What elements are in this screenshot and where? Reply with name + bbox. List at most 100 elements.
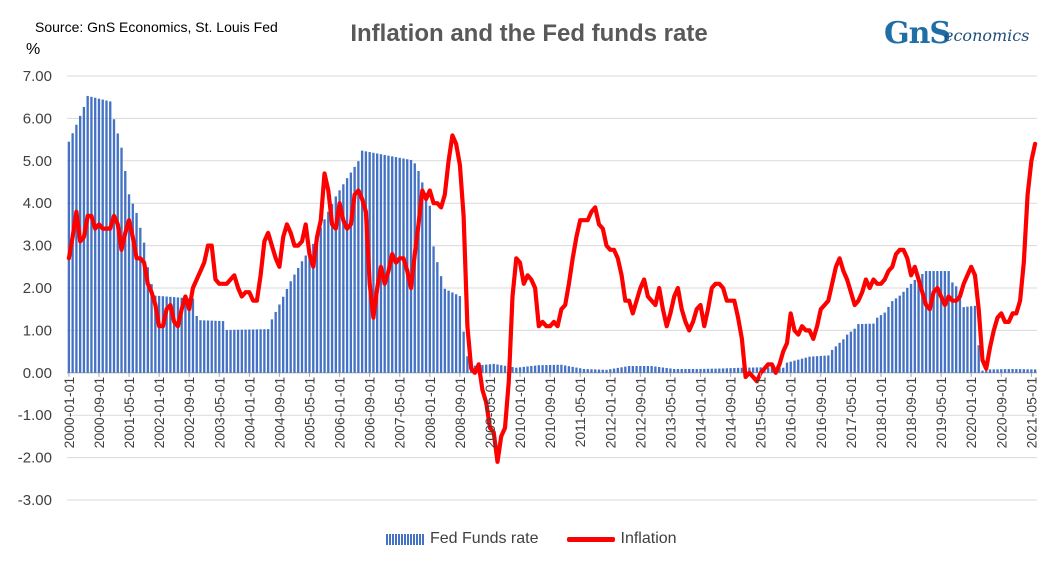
fed-funds-bar (379, 154, 383, 373)
fed-funds-bar (454, 294, 458, 373)
fed-funds-bar (319, 227, 322, 373)
fed-funds-bar (458, 296, 462, 373)
fed-funds-bar (718, 368, 721, 373)
fed-funds-bar (270, 319, 274, 373)
fed-funds-bar (575, 367, 578, 373)
y-tick-label: -3.00 (18, 492, 52, 509)
logo-mark: GnS (884, 16, 951, 51)
fed-funds-bar (364, 151, 368, 373)
fed-funds-bar (285, 288, 289, 373)
fed-funds-bar (394, 157, 398, 373)
y-tick-label: 2.00 (23, 280, 52, 297)
fed-funds-bar (293, 274, 296, 373)
fed-funds-bar (721, 368, 725, 373)
fed-funds-bar (624, 366, 627, 373)
x-tick-label: 2001-05-01 (121, 377, 137, 449)
fed-funds-bar (248, 329, 251, 373)
fed-funds-bar (323, 219, 326, 373)
fed-funds-bar (947, 271, 950, 373)
x-tick-label: 2015-05-01 (753, 377, 769, 449)
fed-funds-bar (706, 368, 710, 373)
fed-funds-bar (97, 98, 101, 373)
x-tick-label: 2010-01-01 (512, 377, 528, 449)
fed-funds-bar (466, 356, 469, 373)
x-tick-label: 2019-05-01 (933, 377, 949, 449)
fed-funds-bar (180, 297, 183, 373)
fed-funds-bar (605, 369, 608, 373)
fed-funds-bar (353, 166, 356, 373)
fed-funds-bar (255, 329, 259, 373)
fed-funds-bar (868, 323, 871, 373)
fed-funds-bar (1015, 369, 1018, 373)
fed-funds-bar (966, 306, 969, 373)
x-tick-label: 2002-09-01 (181, 377, 197, 449)
fed-funds-bar (274, 311, 277, 373)
fed-funds-bar (282, 296, 285, 373)
fed-funds-bar (902, 291, 905, 373)
fed-funds-bar (75, 124, 78, 373)
fed-funds-bar (548, 364, 552, 373)
fed-funds-bar (767, 367, 770, 373)
fed-funds-bar (409, 159, 413, 373)
fed-funds-bar (214, 320, 217, 373)
fed-funds-bar (101, 99, 104, 373)
fed-funds-bar (932, 271, 935, 373)
fed-funds-bar (1003, 369, 1007, 373)
fed-funds-bar (665, 367, 668, 373)
fed-funds-bar (646, 366, 650, 373)
x-tick-label: 2021-05-01 (1023, 377, 1039, 449)
fed-funds-bar (861, 323, 864, 373)
x-tick-label: 2009-05-01 (482, 377, 498, 449)
fed-funds-bar (1011, 368, 1014, 373)
fed-funds-bar (913, 279, 916, 373)
x-tick-label: 2005-05-01 (302, 377, 318, 449)
fed-funds-bar (996, 369, 999, 373)
fed-funds-bar (191, 298, 195, 373)
fed-funds-bar (579, 368, 582, 373)
fed-funds-bar (804, 357, 807, 373)
y-tick-label: 6.00 (23, 110, 52, 127)
x-tick-label: 2000-09-01 (91, 377, 107, 449)
grid-lines (67, 75, 1037, 501)
fed-funds-bar (146, 267, 149, 373)
fed-funds-bar (109, 101, 112, 373)
legend-item-fed-funds: Fed Funds rate (386, 530, 539, 548)
fed-funds-bar (537, 365, 541, 373)
fed-funds-bar (887, 306, 890, 373)
fed-funds-bar (936, 271, 939, 373)
fed-funds-bar (90, 96, 93, 373)
fed-funds-bar (725, 368, 728, 373)
fed-funds-bar (736, 367, 740, 373)
fed-funds-bar (184, 298, 187, 373)
fed-funds-bar (334, 196, 337, 373)
fed-funds-bar (251, 329, 255, 373)
fed-funds-bar (838, 342, 841, 373)
x-tick-label: 2006-01-01 (332, 377, 348, 449)
fed-funds-bar (112, 119, 116, 373)
inflation-line (66, 133, 1038, 464)
fed-funds-bar (597, 369, 601, 373)
y-tick-label: 1.00 (23, 322, 52, 339)
fed-funds-bar (642, 366, 646, 373)
fed-funds-bar (443, 288, 447, 373)
fed-funds-bar (740, 367, 744, 373)
fed-funds-bar (488, 364, 492, 373)
fed-funds-bar (669, 368, 672, 373)
fed-funds-bar (808, 356, 811, 373)
fed-funds-bar (789, 361, 792, 373)
fed-funds-bar (560, 364, 563, 373)
fed-funds-bar (748, 367, 751, 373)
fed-funds-bar (973, 305, 977, 373)
fed-funds-bar (221, 321, 225, 373)
fed-funds-bar (266, 329, 270, 373)
source-note: Source: GnS Economics, St. Louis Fed (35, 19, 278, 35)
fed-funds-bar (661, 367, 665, 373)
fed-funds-bar (199, 320, 202, 373)
x-tick-label: 2014-01-01 (693, 377, 709, 449)
fed-funds-bar (278, 304, 281, 373)
fed-funds-bar (240, 329, 243, 373)
fed-funds-bar (1033, 369, 1037, 373)
fed-funds-bar (943, 271, 947, 373)
fed-funds-bar (304, 255, 307, 373)
fed-funds-bar (349, 172, 353, 373)
